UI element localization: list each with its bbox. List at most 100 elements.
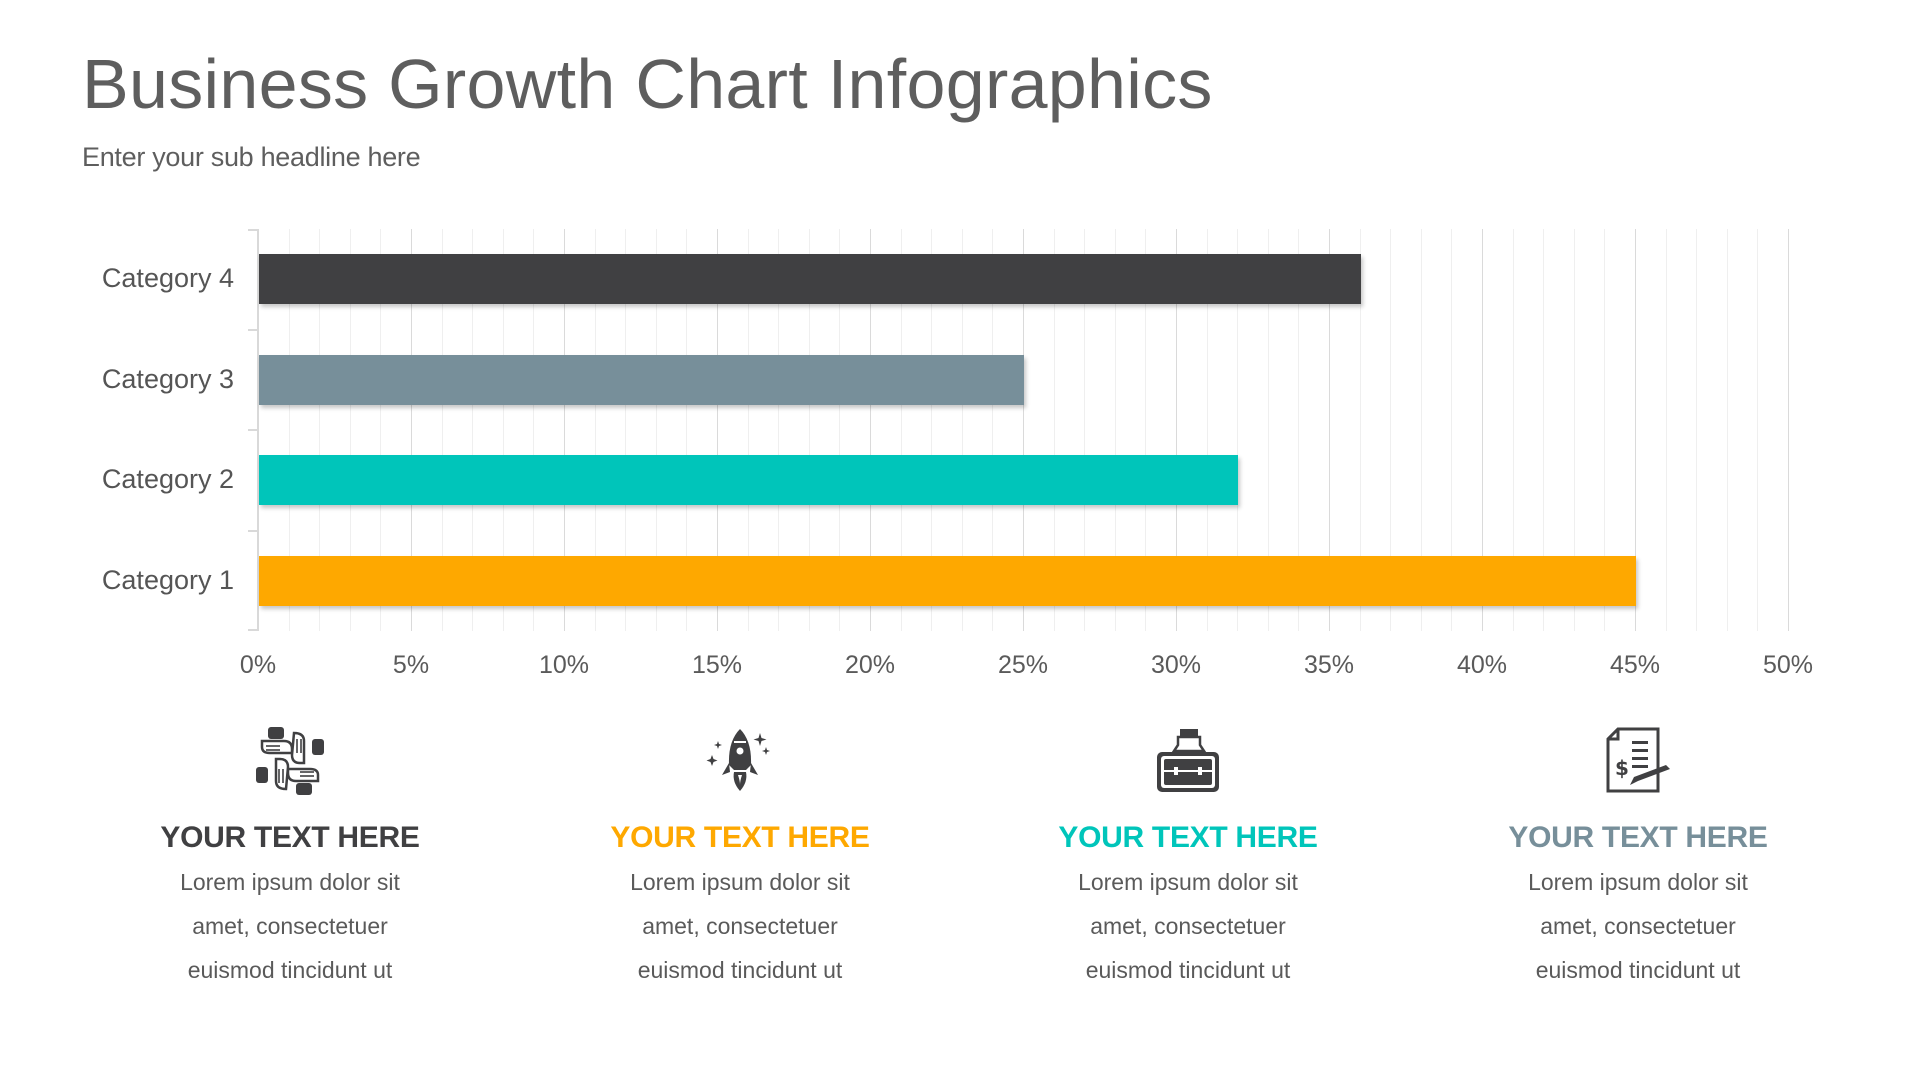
y-axis-tick (248, 329, 258, 331)
feature-title: YOUR TEXT HERE (160, 821, 420, 854)
teamwork-hands-icon (256, 727, 324, 795)
gridline (870, 229, 871, 631)
page-subtitle: Enter your sub headline here (82, 142, 421, 172)
gridline (1574, 229, 1575, 631)
gridline (1757, 229, 1758, 631)
x-axis-label: 15% (691, 651, 743, 679)
bar-chart: Category 4 Category 3 Category 2 Categor… (101, 229, 1814, 679)
gridline (1360, 229, 1361, 631)
description-line: euismod tincidunt ut (1535, 957, 1741, 983)
feature-title: YOUR TEXT HERE (1058, 821, 1318, 854)
category-label: Category 4 (101, 263, 234, 293)
gridline (1023, 229, 1024, 631)
gridline (1543, 229, 1544, 631)
feature-title: YOUR TEXT HERE (1508, 821, 1768, 854)
gridline (1115, 229, 1116, 631)
description-line: Lorem ipsum dolor sit (630, 869, 850, 895)
x-axis-label: 40% (1456, 651, 1508, 679)
gridline (564, 229, 565, 631)
bar-category-2 (259, 455, 1238, 505)
gridline (1176, 229, 1177, 631)
gridline (1727, 229, 1728, 631)
gridline (809, 229, 810, 631)
x-axis-label: 5% (392, 651, 430, 679)
gridline (1084, 229, 1085, 631)
gridline (289, 229, 290, 631)
description-line: amet, consectetuer (1090, 913, 1286, 939)
x-axis-label: 50% (1762, 651, 1814, 679)
feature-description: Lorem ipsum dolor sit amet, consectetuer… (988, 860, 1388, 992)
gridline (1451, 229, 1452, 631)
gridline (901, 229, 902, 631)
gridline (1513, 229, 1514, 631)
rocket-launch-icon (706, 729, 770, 791)
y-axis-tick (248, 229, 258, 231)
gridline (380, 229, 381, 631)
gridline (595, 229, 596, 631)
gridline (1390, 229, 1391, 631)
gridline (686, 229, 687, 631)
gridline (931, 229, 932, 631)
gridline (1329, 229, 1330, 631)
y-axis-tick (248, 629, 258, 631)
feature-description: Lorem ipsum dolor sit amet, consectetuer… (1438, 860, 1838, 992)
gridline (1482, 229, 1483, 631)
gridline (1237, 229, 1238, 631)
gridline (717, 229, 718, 631)
y-axis-line (257, 229, 259, 631)
gridline (1054, 229, 1055, 631)
gridline (533, 229, 534, 631)
gridline (656, 229, 657, 631)
gridline (1788, 229, 1789, 631)
plot-area (248, 229, 1789, 631)
gridline (1635, 229, 1636, 631)
feature-card-rocket: YOUR TEXT HERE Lorem ipsum dolor sit ame… (540, 725, 940, 992)
gridline (992, 229, 993, 631)
gridline (748, 229, 749, 631)
description-line: Lorem ipsum dolor sit (1528, 869, 1748, 895)
description-line: amet, consectetuer (192, 913, 388, 939)
gridline (1207, 229, 1208, 631)
feature-card-teamwork: YOUR TEXT HERE Lorem ipsum dolor sit ame… (90, 725, 490, 992)
category-label: Category 1 (101, 565, 234, 595)
gridline (1298, 229, 1299, 631)
bar-category-3 (259, 355, 1024, 405)
x-axis-label: 35% (1303, 651, 1355, 679)
x-axis-label: 25% (997, 651, 1049, 679)
feature-description: Lorem ipsum dolor sit amet, consectetuer… (90, 860, 490, 992)
y-axis-tick (248, 429, 258, 431)
bar-category-1 (259, 556, 1636, 606)
briefcase-hand-icon (1157, 729, 1219, 792)
page-title: Business Growth Chart Infographics (82, 45, 1213, 123)
description-line: euismod tincidunt ut (637, 957, 843, 983)
gridline (1145, 229, 1146, 631)
gridline (319, 229, 320, 631)
gridline (778, 229, 779, 631)
gridline (472, 229, 473, 631)
gridline (1421, 229, 1422, 631)
svg-text:$: $ (1615, 756, 1629, 780)
gridline (411, 229, 412, 631)
gridline (503, 229, 504, 631)
x-axis-label: 10% (538, 651, 590, 679)
gridline (839, 229, 840, 631)
gridline (1696, 229, 1697, 631)
y-axis-tick (248, 530, 258, 532)
gridline (442, 229, 443, 631)
gridline (1268, 229, 1269, 631)
description-line: amet, consectetuer (642, 913, 838, 939)
description-line: amet, consectetuer (1540, 913, 1736, 939)
gridline (350, 229, 351, 631)
feature-description: Lorem ipsum dolor sit amet, consectetuer… (540, 860, 940, 992)
gridline (1666, 229, 1667, 631)
feature-title: YOUR TEXT HERE (610, 821, 870, 854)
description-line: Lorem ipsum dolor sit (1078, 869, 1298, 895)
category-label: Category 3 (101, 364, 234, 394)
invoice-contract-icon: $ (1606, 727, 1670, 793)
x-axis-label: 20% (844, 651, 896, 679)
bar-category-4 (259, 254, 1361, 304)
category-label: Category 2 (101, 464, 234, 494)
description-line: euismod tincidunt ut (1085, 957, 1291, 983)
description-line: euismod tincidunt ut (187, 957, 393, 983)
gridline (1604, 229, 1605, 631)
